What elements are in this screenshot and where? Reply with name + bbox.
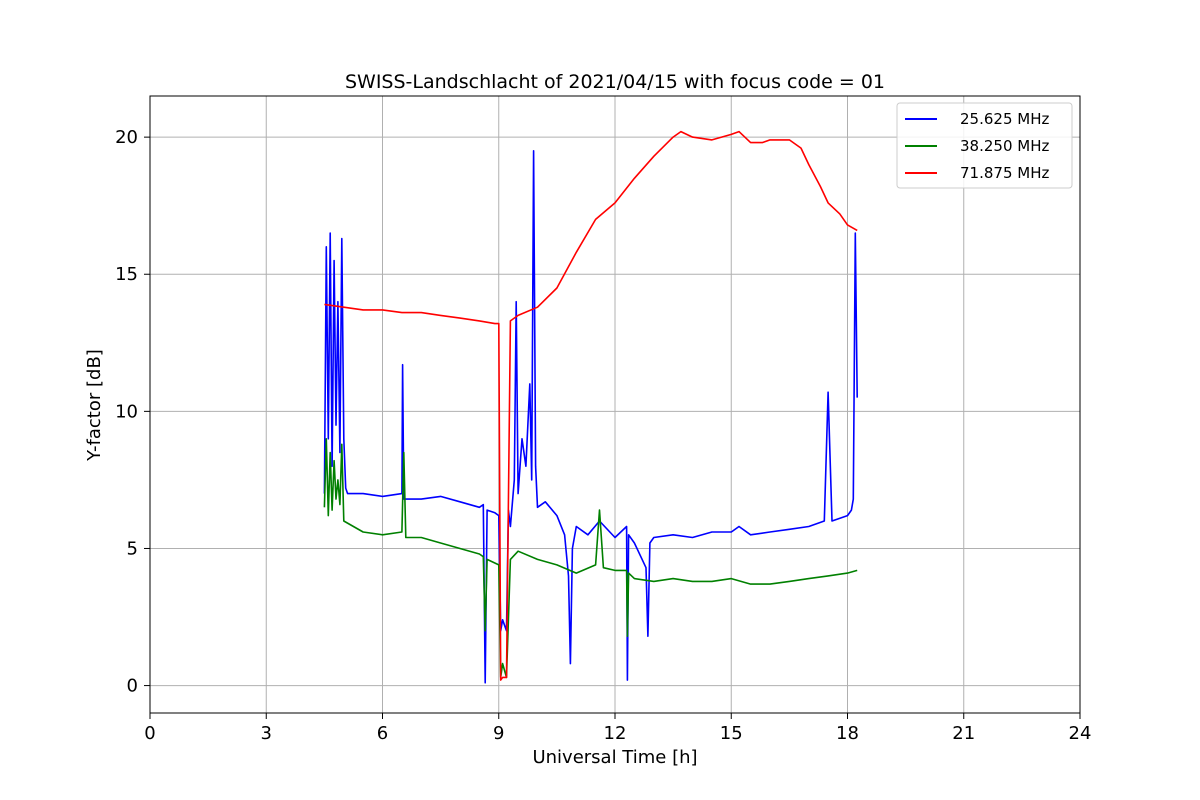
x-tick-label-21: 21 xyxy=(952,723,975,744)
x-axis: 0 3 6 9 12 15 18 21 24 xyxy=(144,713,1091,744)
series-line-2 xyxy=(323,437,858,679)
x-tick-label-0: 0 xyxy=(144,723,155,744)
y-tick-label-10: 10 xyxy=(115,401,138,422)
x-axis-title: Universal Time [h] xyxy=(532,747,697,768)
legend-box xyxy=(896,102,1073,189)
legend: 25.625 MHz 38.250 MHz 71.875 MHz xyxy=(896,102,1073,189)
legend-label-2: 38.250 MHz xyxy=(960,137,1049,155)
x-tick-label-12: 12 xyxy=(604,723,627,744)
y-tick-label-20: 20 xyxy=(115,127,138,148)
legend-label-1: 25.625 MHz xyxy=(960,110,1049,128)
grid xyxy=(149,96,1081,713)
x-tick-label-18: 18 xyxy=(836,723,859,744)
y-axis: 0 5 10 15 20 xyxy=(115,127,150,697)
series-line-1 xyxy=(323,150,858,684)
series-layer xyxy=(323,130,858,684)
y-tick-label-5: 5 xyxy=(127,538,138,559)
x-tick-label-3: 3 xyxy=(261,723,272,744)
x-tick-label-6: 6 xyxy=(377,723,388,744)
legend-label-3: 71.875 MHz xyxy=(960,164,1049,182)
y-tick-label-15: 15 xyxy=(115,264,138,285)
series-line-3 xyxy=(324,130,858,681)
x-tick-label-9: 9 xyxy=(493,723,504,744)
chart-title: SWISS-Landschlacht of 2021/04/15 with fo… xyxy=(345,71,885,93)
x-tick-label-24: 24 xyxy=(1069,723,1092,744)
y-axis-title: Y-factor [dB] xyxy=(84,349,105,462)
y-tick-label-0: 0 xyxy=(127,676,138,697)
x-tick-label-15: 15 xyxy=(720,723,743,744)
